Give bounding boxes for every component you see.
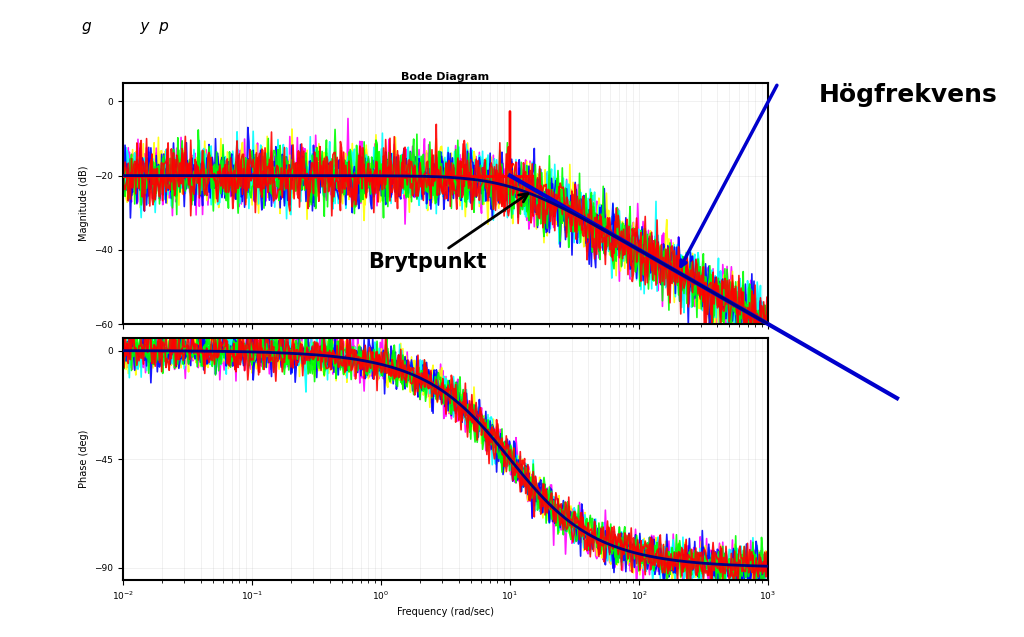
Text: Brytpunkt: Brytpunkt	[369, 194, 527, 273]
Y-axis label: Phase (deg): Phase (deg)	[79, 430, 89, 488]
X-axis label: Frequency (rad/sec): Frequency (rad/sec)	[397, 607, 494, 617]
Y-axis label: Magnitude (dB): Magnitude (dB)	[79, 166, 89, 241]
Title: Bode Diagram: Bode Diagram	[401, 72, 489, 82]
Text: Högfrekvens: Högfrekvens	[819, 83, 998, 107]
Text: g          y  p: g y p	[82, 19, 169, 34]
